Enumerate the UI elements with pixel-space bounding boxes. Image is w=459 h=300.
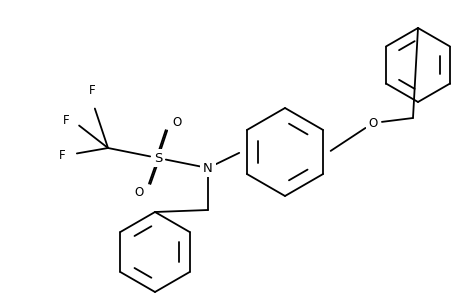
Text: S: S	[153, 152, 162, 164]
Text: F: F	[89, 84, 95, 97]
Text: F: F	[63, 113, 70, 127]
Text: O: O	[172, 116, 181, 128]
Text: O: O	[368, 116, 377, 130]
Text: N: N	[203, 161, 213, 175]
Text: F: F	[59, 148, 66, 161]
Text: O: O	[134, 185, 144, 199]
